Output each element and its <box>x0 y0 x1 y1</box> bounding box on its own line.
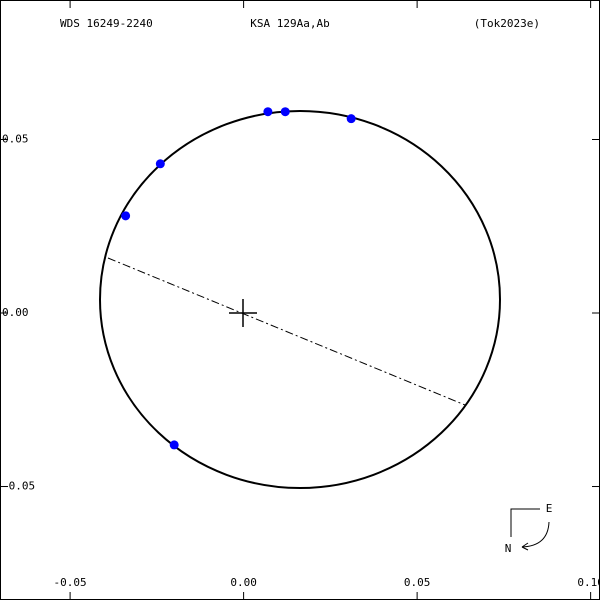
point <box>346 114 356 124</box>
x-tick-label: 0.05 <box>404 576 431 589</box>
x-tick-label: -0.05 <box>54 576 87 589</box>
point <box>169 440 179 450</box>
compass-east: E <box>546 502 553 515</box>
compass-north: N <box>505 542 512 555</box>
point <box>263 107 273 117</box>
chart-title: KSA 129Aa,Ab <box>250 17 329 30</box>
wds-label: WDS 16249-2240 <box>60 17 153 30</box>
point <box>121 211 131 221</box>
point <box>280 107 290 117</box>
orbit <box>99 110 501 489</box>
reference: (Tok2023e) <box>474 17 540 30</box>
compass <box>510 508 540 537</box>
y-tick-label: 0.00 <box>2 306 29 319</box>
x-tick-label: 0.10 <box>577 576 600 589</box>
node-line <box>107 257 466 406</box>
y-tick-label: -0.05 <box>2 480 35 493</box>
compass-arrow <box>521 521 550 548</box>
point <box>155 159 165 169</box>
compass-arrow <box>521 542 529 551</box>
x-tick-label: 0.00 <box>230 576 257 589</box>
y-tick-label: 0.05 <box>2 133 29 146</box>
